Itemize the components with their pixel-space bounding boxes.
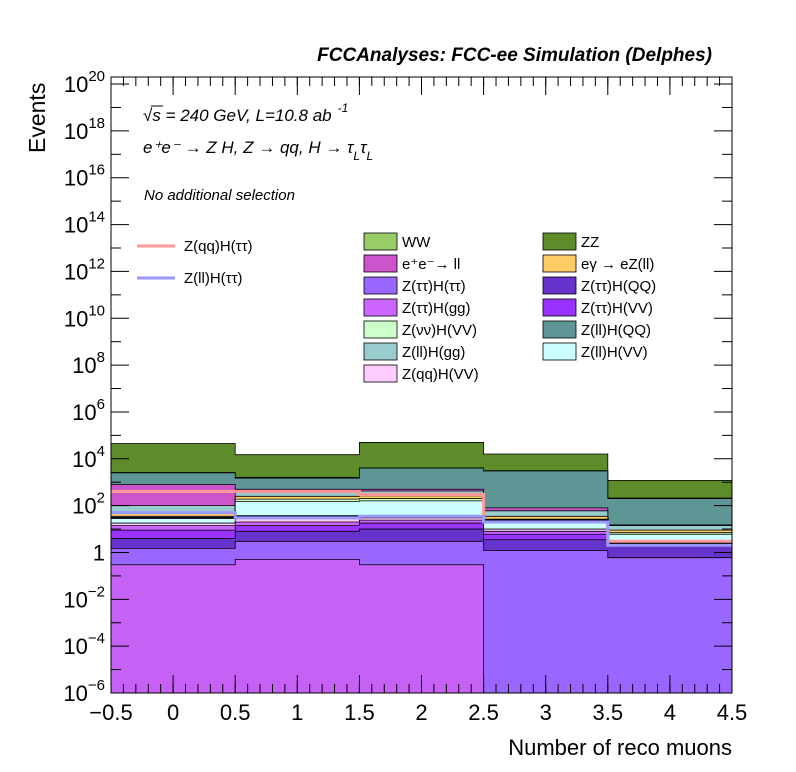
- process-sub-2: L: [366, 149, 373, 163]
- y-tick-label: 106: [72, 396, 105, 425]
- legend-label: Z(νν)H(VV): [402, 322, 477, 339]
- overlay-line-2: [111, 511, 732, 547]
- energy-annotation: √s = 240 GeV, L=10.8 ab -1: [143, 101, 348, 125]
- chart-title: FCCAnalyses: FCC-ee Simulation (Delphes): [317, 45, 712, 66]
- y-tick-label: 1018: [64, 115, 105, 144]
- legend-label: Z(ll)H(gg): [402, 344, 465, 361]
- legend-swatch: [363, 232, 398, 251]
- legend-line-label: Z(ll)H(ττ): [184, 270, 243, 287]
- y-tick-label: 1016: [64, 162, 105, 191]
- legend-swatch: [542, 342, 577, 361]
- x-tick-label: 1: [291, 700, 303, 725]
- svg-text:e⁺e⁻ → Z H, Z → qq, H → τLτL: e⁺e⁻ → Z H, Z → qq, H → τLτL: [143, 138, 373, 163]
- x-axis-label: Number of reco muons: [508, 735, 732, 760]
- x-tick-label: 1.5: [344, 700, 375, 725]
- legend-label: e⁺e⁻→ ll: [402, 256, 460, 273]
- legend-swatch: [363, 298, 398, 317]
- legend: Z(qq)H(ττ) Z(ll)H(ττ) WW ZZ e⁺e⁻→ ll eγ → eZ(…: [137, 232, 656, 383]
- energy-lumi-text: = 240 GeV, L=10.8 ab: [161, 106, 332, 125]
- legend-label: Z(ll)H(QQ): [581, 322, 651, 339]
- x-tick-label: 0.5: [220, 700, 251, 725]
- legend-swatch: [363, 342, 398, 361]
- x-tick-label: 4.5: [717, 700, 748, 725]
- x-tick-label: 3.5: [593, 700, 624, 725]
- legend-label: Z(qq)H(VV): [402, 366, 479, 383]
- legend-swatch: [363, 254, 398, 273]
- legend-label: Z(ll)H(VV): [581, 344, 648, 361]
- x-tick-label: −0.5: [89, 700, 132, 725]
- stack-layer: [110, 442, 733, 694]
- y-tick-label: 1020: [64, 68, 105, 97]
- legend-label: Z(ττ)H(QQ): [581, 278, 656, 295]
- y-tick-label: 108: [72, 349, 105, 378]
- y-tick-label: 104: [72, 443, 105, 472]
- svg-text:√s = 240 GeV, L=10.8 ab-1: √s = 240 GeV, L=10.8 ab -1: [143, 101, 348, 125]
- sqrt-s-text: √s: [143, 106, 161, 125]
- legend-swatch: [363, 364, 398, 383]
- x-tick-label: 0: [167, 700, 179, 725]
- x-tick-label: 3: [540, 700, 552, 725]
- legend-label: WW: [402, 234, 431, 251]
- legend-line-label: Z(qq)H(ττ): [184, 238, 253, 255]
- legend-swatch: [363, 320, 398, 339]
- process-text: e⁺e⁻ → Z H, Z → qq, H → τ: [143, 138, 355, 157]
- y-tick-label: 1010: [64, 302, 105, 331]
- y-tick-label: 1014: [64, 209, 105, 238]
- y-tick-label: 10−4: [63, 630, 105, 659]
- legend-swatch: [542, 320, 577, 339]
- process-tau-2: τ: [360, 138, 368, 157]
- legend-swatch: [542, 298, 577, 317]
- legend-label: eγ → eZ(ll): [581, 256, 654, 273]
- x-tick-label: 2: [415, 700, 427, 725]
- legend-swatch: [542, 232, 577, 251]
- legend-swatch: [542, 276, 577, 295]
- overlay-layer: [111, 490, 732, 547]
- selection-annotation: No additional selection: [144, 187, 295, 204]
- axis-layer: −0.5 0 0.5 1 1.5 2 2.5 3 3.5 4 4.5 10−6 10−4 10−2 1 102…: [63, 68, 747, 725]
- y-axis-label: Events: [24, 83, 50, 153]
- lumi-exponent: -1: [338, 101, 349, 115]
- process-sub-1: L: [353, 149, 360, 163]
- process-annotation: e⁺e⁻ → Z H, Z → qq, H → τLτL: [143, 138, 373, 163]
- legend-label: Z(ττ)H(gg): [402, 300, 471, 317]
- legend-label: Z(ττ)H(ττ): [402, 278, 466, 295]
- x-tick-label: 2.5: [468, 700, 499, 725]
- x-tick-label: 4: [664, 700, 676, 725]
- y-tick-label: 102: [72, 490, 105, 519]
- legend-swatch: [363, 276, 398, 295]
- y-tick-label: 1: [93, 540, 105, 565]
- legend-label: Z(ττ)H(VV): [581, 300, 653, 317]
- y-tick-label: 1012: [64, 255, 105, 284]
- legend-label: ZZ: [581, 234, 599, 251]
- legend-swatch: [542, 254, 577, 273]
- y-tick-label: 10−6: [63, 677, 105, 706]
- y-tick-label: 10−2: [63, 583, 105, 612]
